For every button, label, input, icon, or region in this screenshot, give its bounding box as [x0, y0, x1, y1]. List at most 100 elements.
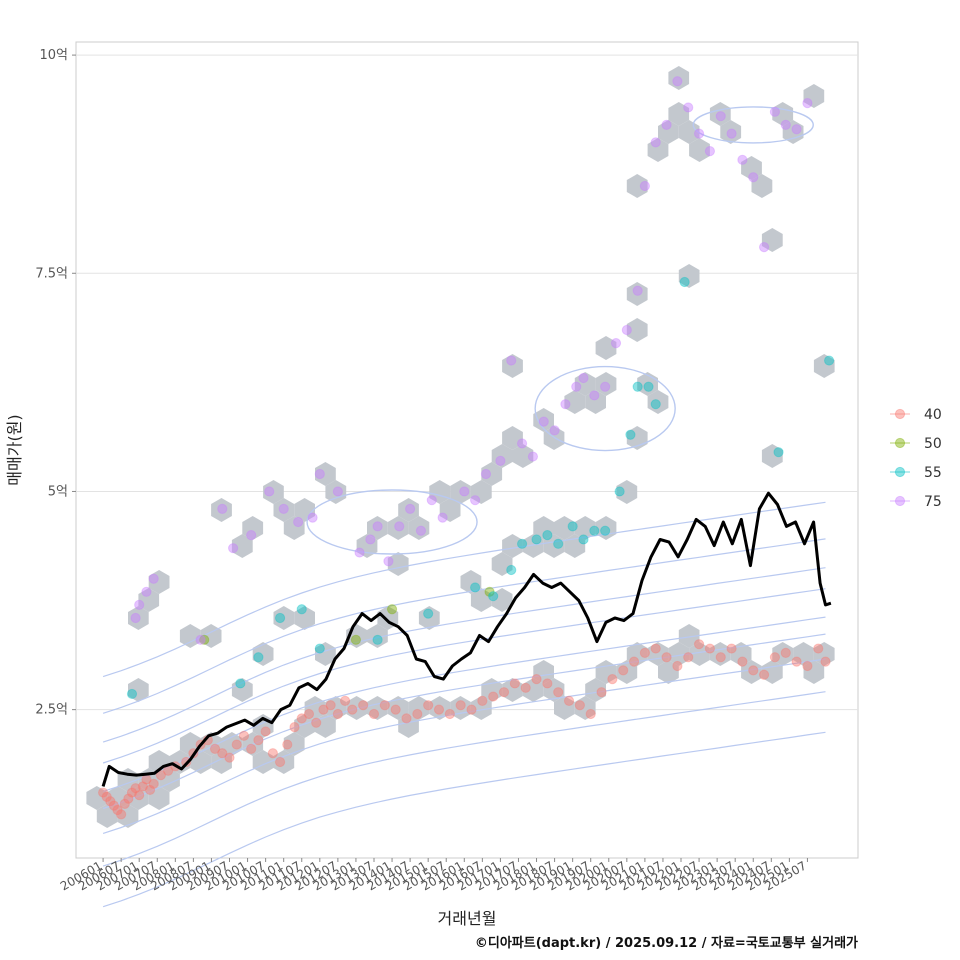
hex-bin — [107, 786, 128, 810]
scatter-point-40 — [112, 804, 123, 816]
hex-bin — [491, 444, 513, 468]
hex-bin — [678, 624, 700, 648]
legend-swatch-75 — [894, 495, 906, 507]
scatter-point-75 — [246, 529, 257, 541]
hex-bin — [751, 174, 773, 198]
hex-bin — [678, 120, 700, 144]
scatter-point-40 — [607, 673, 618, 685]
y-tick-label: 7.5억 — [35, 266, 68, 281]
scatter-point-55 — [296, 604, 307, 615]
hex-bin — [325, 696, 347, 720]
hex-bin — [252, 642, 274, 666]
scatter-point-50 — [199, 634, 210, 645]
scatter-point-40 — [274, 756, 286, 768]
scatter-point-75 — [278, 503, 289, 515]
hex-bin — [813, 354, 835, 378]
scatter-point-75 — [802, 97, 813, 109]
scatter-point-75 — [293, 516, 304, 528]
scatter-point-75 — [141, 586, 152, 597]
scatter-point-55 — [589, 525, 600, 536]
scatter-point-40 — [780, 647, 791, 659]
hex-bin — [491, 588, 513, 612]
scatter-point-75 — [650, 137, 661, 148]
hex-bin — [117, 804, 139, 828]
average-price-line — [101, 491, 832, 787]
scatter-point-75 — [791, 124, 802, 135]
scatter-point-40 — [126, 787, 138, 798]
hex-bin — [647, 390, 669, 414]
hex-bin — [793, 642, 814, 666]
plot-panel — [75, 41, 859, 859]
scatter-point-40 — [130, 783, 141, 794]
scatter-point-75 — [405, 503, 416, 515]
scatter-point-40 — [672, 660, 683, 672]
scatter-point-75 — [527, 451, 539, 462]
scatter-point-55 — [773, 447, 784, 458]
hex-bin — [294, 498, 315, 522]
scatter-point-75 — [726, 128, 737, 139]
hex-bin — [128, 786, 149, 810]
scatter-point-40 — [791, 656, 802, 667]
scatter-point-75 — [394, 521, 405, 532]
scatter-point-55 — [126, 688, 138, 700]
hex-bin — [138, 588, 160, 612]
hex-bin — [231, 678, 253, 702]
scatter-point-55 — [253, 652, 264, 663]
scatter-point-40 — [737, 656, 748, 667]
scatter-point-75 — [589, 390, 600, 401]
hex-bin — [761, 444, 783, 468]
hex-bin — [502, 678, 523, 702]
hex-bin — [533, 660, 554, 684]
hex-bin — [668, 642, 690, 666]
scatter-point-40 — [347, 704, 358, 715]
scatter-point-75 — [354, 547, 365, 558]
hex-bin — [470, 696, 492, 720]
scatter-points-layer — [97, 76, 835, 820]
scatter-point-75 — [415, 525, 427, 536]
density-contour — [692, 106, 814, 144]
hex-bin — [325, 480, 347, 504]
hex-bin — [626, 174, 648, 198]
scatter-point-75 — [130, 612, 141, 624]
scatter-point-40 — [155, 769, 166, 781]
hex-bin — [543, 534, 565, 558]
x-axis-ticks: 2006012006072007012007072008012008072009… — [58, 858, 809, 894]
scatter-point-40 — [639, 647, 650, 659]
hex-bin — [367, 516, 388, 540]
hex-bin — [398, 498, 419, 522]
scatter-point-40 — [661, 652, 672, 663]
scatter-point-55 — [372, 634, 383, 645]
scatter-point-75 — [426, 495, 437, 506]
hex-bin — [533, 408, 554, 432]
scatter-point-40 — [123, 793, 134, 804]
scatter-point-55 — [516, 538, 528, 549]
hex-bin — [481, 462, 503, 486]
hex-bin — [273, 750, 295, 774]
hex-bin — [741, 660, 762, 684]
scatter-point-40 — [119, 798, 130, 809]
scatter-point-40 — [379, 700, 390, 711]
scatter-point-75 — [632, 285, 643, 296]
hex-bin — [221, 732, 243, 756]
hex-bin — [658, 660, 679, 684]
hex-bin — [502, 534, 523, 558]
legend-label-40: 40 — [924, 407, 942, 423]
hex-bin — [283, 516, 305, 540]
hex-bin — [626, 642, 648, 666]
hex-bin — [367, 696, 388, 720]
hex-bin — [616, 660, 638, 684]
hex-bin — [803, 84, 825, 108]
scatter-point-40 — [144, 784, 156, 796]
hex-bin — [294, 714, 315, 738]
scatter-point-40 — [748, 665, 759, 676]
density-contour — [102, 731, 826, 908]
scatter-point-55 — [643, 381, 654, 392]
hex-bin — [554, 516, 575, 540]
hex-bin — [761, 228, 783, 252]
scatter-point-40 — [585, 708, 596, 720]
density-contour — [102, 633, 826, 810]
hex-bin — [512, 444, 534, 468]
scatter-point-75 — [495, 455, 506, 467]
hex-bin — [429, 480, 451, 504]
scatter-point-75 — [639, 180, 650, 192]
